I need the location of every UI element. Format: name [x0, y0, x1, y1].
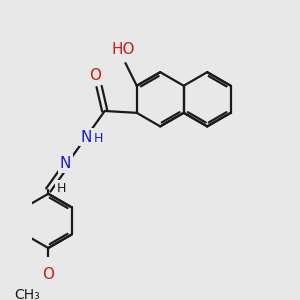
Text: O: O [42, 267, 54, 282]
Text: HO: HO [112, 43, 135, 58]
Text: N: N [59, 156, 71, 171]
Text: CH₃: CH₃ [15, 288, 40, 300]
Text: N: N [81, 130, 92, 145]
Text: H: H [56, 182, 66, 195]
Text: O: O [89, 68, 101, 83]
Text: H: H [93, 132, 103, 145]
